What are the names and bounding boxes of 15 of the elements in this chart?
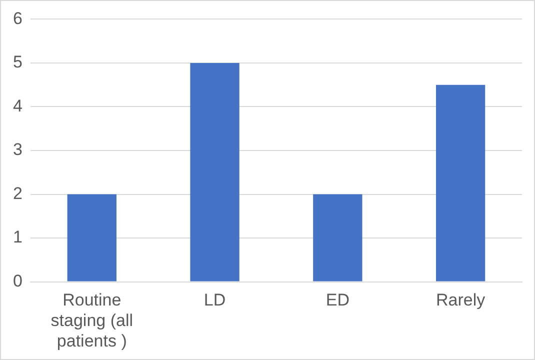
- y-tick-label: 6: [12, 8, 22, 28]
- y-tick-label: 5: [12, 52, 22, 72]
- bar: [436, 84, 486, 282]
- x-tick-label: ED: [326, 290, 350, 310]
- y-tick-label: 0: [12, 271, 22, 290]
- y-tick-label: 3: [12, 140, 22, 160]
- x-tick-label: LD: [204, 290, 226, 310]
- y-tick-label: 1: [12, 228, 22, 247]
- y-tick-label: 2: [12, 184, 22, 203]
- bar: [313, 194, 362, 282]
- x-tick-label: Rarely: [436, 290, 486, 310]
- bar: [67, 194, 116, 282]
- x-tick-label: Routine staging (all patients ): [50, 290, 134, 350]
- y-tick-label: 4: [12, 96, 22, 116]
- bar: [190, 62, 240, 282]
